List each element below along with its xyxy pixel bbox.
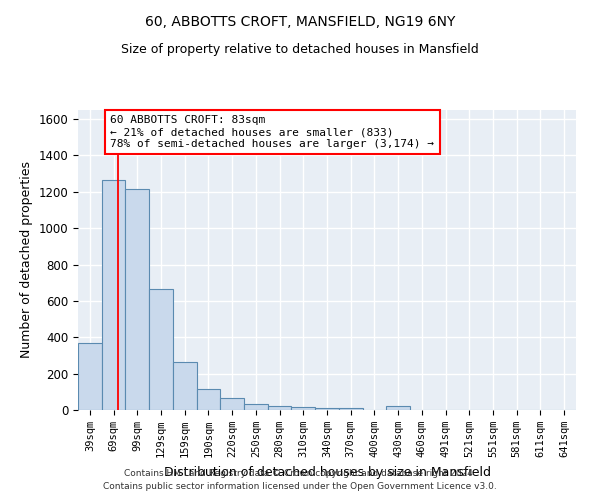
Y-axis label: Number of detached properties: Number of detached properties	[20, 162, 33, 358]
Bar	[149, 289, 173, 410]
Bar	[244, 404, 268, 410]
Bar	[102, 180, 125, 410]
Text: 60 ABBOTTS CROFT: 83sqm
← 21% of detached houses are smaller (833)
78% of semi-d: 60 ABBOTTS CROFT: 83sqm ← 21% of detache…	[110, 116, 434, 148]
Text: Contains HM Land Registry data © Crown copyright and database right 2024.: Contains HM Land Registry data © Crown c…	[124, 468, 476, 477]
Bar	[78, 342, 102, 410]
Text: Contains public sector information licensed under the Open Government Licence v3: Contains public sector information licen…	[103, 482, 497, 491]
Bar	[173, 362, 197, 410]
Bar	[315, 408, 339, 410]
Bar	[339, 408, 362, 410]
Bar	[292, 408, 315, 410]
Bar	[386, 406, 410, 410]
Bar	[125, 189, 149, 410]
Bar	[268, 406, 292, 410]
Text: Size of property relative to detached houses in Mansfield: Size of property relative to detached ho…	[121, 42, 479, 56]
Text: 60, ABBOTTS CROFT, MANSFIELD, NG19 6NY: 60, ABBOTTS CROFT, MANSFIELD, NG19 6NY	[145, 15, 455, 29]
Bar	[220, 398, 244, 410]
Bar	[197, 389, 220, 410]
X-axis label: Distribution of detached houses by size in Mansfield: Distribution of detached houses by size …	[163, 466, 491, 478]
